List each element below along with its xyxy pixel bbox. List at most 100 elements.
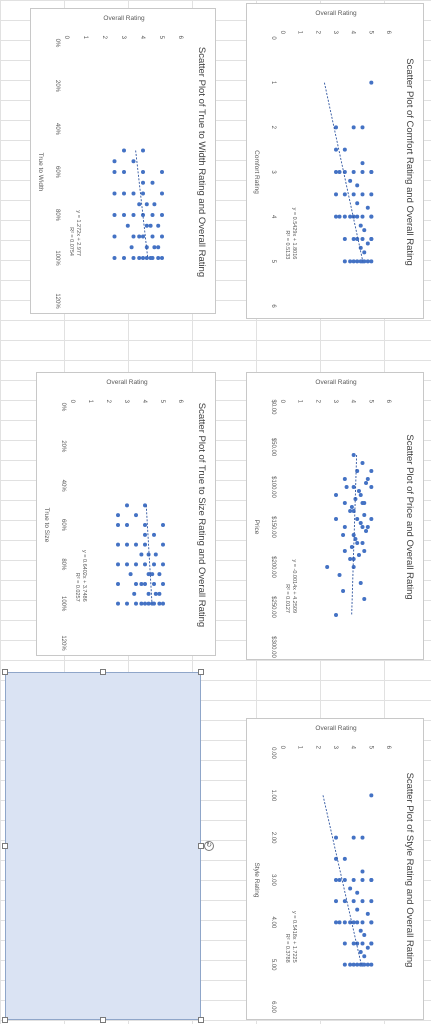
chart-price-point [353, 497, 358, 501]
chart-true-to-width-point [160, 234, 164, 239]
chart-price-point [356, 553, 361, 557]
chart-style-point [351, 920, 356, 925]
chart-true-to-width-trendline [135, 150, 149, 259]
chart-true-to-width-x-tick-label: 40% [54, 123, 60, 136]
chart-price-point [358, 581, 363, 585]
chart-price-y-tick-label: 0 [279, 400, 285, 404]
chart-true-to-width[interactable]: Scatter Plot of True to Width Rating and… [30, 8, 216, 314]
chart-style-point [348, 962, 353, 967]
chart-style-point [362, 962, 367, 967]
chart-price-point [334, 517, 338, 521]
chart-comfort-point [360, 125, 365, 130]
chart-true-to-width-point [131, 191, 136, 196]
chart-style-point [369, 920, 374, 925]
chart-true-to-size-point [157, 572, 162, 577]
chart-style-point [365, 911, 370, 916]
chart-true-to-width-point [160, 256, 164, 260]
chart-style-point [342, 899, 347, 904]
chart-price-x-tick-label: $0.00 [270, 399, 276, 415]
chart-comfort-point [365, 259, 370, 264]
chart-true-to-size-y-tick-label: 3 [123, 400, 129, 404]
chart-true-to-size-point [146, 572, 151, 577]
resize-handle-top[interactable] [100, 669, 106, 675]
chart-style-title: Scatter Plot of Style Rating and Overall… [404, 773, 415, 968]
chart-true-to-size-y-tick-label: 6 [177, 400, 183, 404]
resize-handle-left[interactable] [2, 843, 8, 849]
chart-true-to-width-x-tick-label: 80% [54, 209, 60, 222]
chart-comfort-point [369, 259, 374, 264]
chart-style-point [369, 793, 374, 798]
chart-comfort-point [365, 241, 370, 246]
chart-true-to-size-point [146, 601, 151, 606]
chart-comfort-x-axis-label: Comfort Rating [253, 150, 260, 194]
chart-price-point [342, 549, 347, 553]
chart-true-to-size-point [146, 552, 151, 557]
chart-style-point [358, 928, 363, 933]
chart-true-to-size-point [143, 601, 147, 606]
chart-true-to-size-point [125, 601, 129, 606]
chart-true-to-width-point [122, 170, 126, 174]
chart-comfort-point [355, 183, 360, 188]
resize-handle-top-left[interactable] [2, 669, 8, 675]
chart-price-title: Scatter Plot of Price and Overall Rating [404, 434, 415, 599]
chart-true-to-size[interactable]: Scatter Plot of True to Size Rating and … [36, 372, 216, 656]
chart-true-to-width-point [137, 234, 142, 239]
chart-price-point [348, 509, 353, 513]
chart-price-point [362, 597, 367, 601]
chart-style-point [358, 962, 363, 967]
chart-style-trendline [322, 795, 362, 965]
chart-comfort-point [337, 214, 342, 219]
chart-price-point [365, 477, 370, 481]
chart-true-to-width-point [131, 234, 136, 239]
chart-style-point [337, 920, 342, 925]
chart-style-y-tick-label: 4 [350, 746, 356, 750]
chart-style-x-axis-label: Style Rating [253, 862, 260, 897]
chart-price-point [349, 545, 354, 549]
chart-true-to-width-x-tick-label: 120% [54, 293, 60, 309]
chart-true-to-width-point [129, 245, 134, 250]
chart-price-point [325, 565, 330, 569]
chart-style-point [355, 920, 360, 925]
chart-style-point [355, 962, 360, 967]
resize-handle-bottom-left[interactable] [2, 1017, 8, 1023]
chart-price-x-tick-label: $300.00 [270, 636, 276, 658]
chart-style[interactable]: Scatter Plot of Style Rating and Overall… [246, 718, 424, 1020]
chart-true-to-size-point [132, 591, 137, 596]
chart-true-to-size-y-tick-label: 5 [159, 400, 165, 404]
resize-handle-right[interactable] [198, 843, 204, 849]
chart-true-to-width-point [141, 170, 145, 174]
chart-price[interactable]: Scatter Plot of Price and Overall Rating… [246, 372, 424, 660]
chart-style-point [365, 945, 370, 950]
chart-comfort-r-squared: R² = 0.5133 [284, 230, 290, 259]
chart-comfort-x-tick-label: 3 [270, 170, 276, 174]
chart-true-to-size-point [152, 532, 156, 537]
chart-true-to-size-point [153, 591, 158, 596]
chart-style-point [342, 941, 347, 946]
chart-true-to-width-point [148, 256, 153, 260]
chart-true-to-width-point [112, 213, 117, 217]
chart-true-to-width-point [144, 245, 149, 250]
selected-rectangle-shape[interactable] [5, 672, 201, 1020]
resize-handle-bottom[interactable] [100, 1017, 106, 1023]
chart-true-to-width-point [144, 202, 149, 207]
chart-comfort[interactable]: Scatter Plot of Comfort Rating and Overa… [246, 3, 424, 319]
chart-style-point [342, 878, 347, 882]
rotate-handle-icon[interactable]: ↻ [204, 841, 214, 851]
chart-comfort-point [360, 161, 365, 166]
resize-handle-bottom-right[interactable] [198, 1017, 204, 1023]
chart-true-to-size-point [134, 562, 138, 567]
chart-price-point [362, 549, 367, 553]
chart-price-point [362, 513, 367, 517]
chart-comfort-x-tick-label: 0 [270, 36, 276, 40]
chart-comfort-y-tick-label: 0 [279, 31, 285, 35]
chart-true-to-width-point [150, 213, 155, 217]
chart-price-x-axis-label: Price [253, 520, 260, 535]
chart-true-to-width-y-tick-label: 5 [158, 36, 164, 40]
resize-handle-top-right[interactable] [198, 669, 204, 675]
chart-comfort-point [369, 80, 374, 85]
chart-true-to-width-point [160, 170, 164, 174]
chart-comfort-trendline [323, 82, 364, 262]
chart-style-point [351, 835, 356, 840]
chart-true-to-width-title: Scatter Plot of True to Width Rating and… [196, 47, 207, 277]
chart-comfort-point [360, 192, 365, 197]
